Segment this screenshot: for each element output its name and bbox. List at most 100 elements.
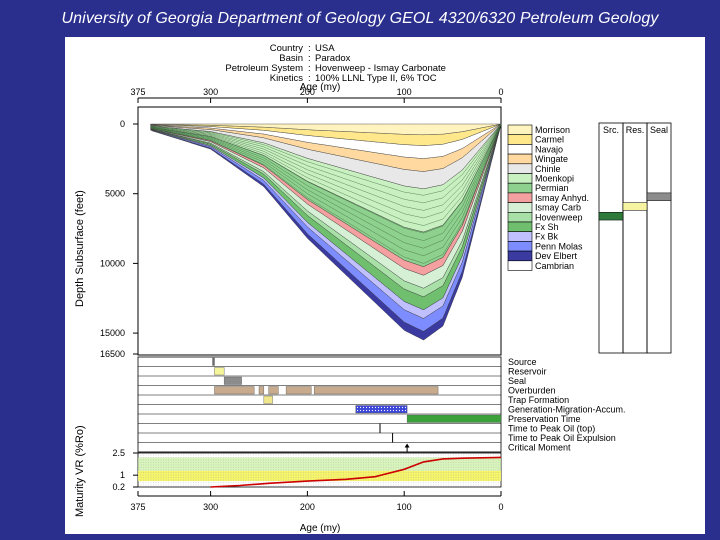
burial-layer-line <box>150 123 502 234</box>
event-label: Seal <box>508 376 526 386</box>
top-age-tick-label: 300 <box>203 87 218 97</box>
legend-label: Navajo <box>535 144 563 154</box>
burial-history-figure: Country: USA Basin: Paradox Petroleum System… <box>74 43 672 534</box>
event-bar <box>258 386 265 395</box>
legend-swatch <box>507 260 533 271</box>
event-bar <box>263 395 273 404</box>
depth-tick-label: 5000 <box>105 189 125 199</box>
event-bar <box>406 414 502 423</box>
legend-swatch <box>507 124 533 135</box>
event-bar <box>355 405 408 414</box>
header-colon: : <box>308 43 311 54</box>
legend-label: Permian <box>535 183 569 193</box>
maturity-axis-title: Maturity VR (%Ro) <box>74 425 86 517</box>
burial-layer <box>150 123 502 135</box>
legend-swatch <box>507 163 533 174</box>
legend-label: Wingate <box>535 154 568 164</box>
burial-layer-line <box>150 123 502 196</box>
legend-label: Hovenweep <box>535 212 583 222</box>
event-bar <box>223 376 242 385</box>
legend-swatch <box>507 153 533 165</box>
legend-label: Carmel <box>535 135 564 145</box>
legend-label: Morrison <box>535 125 570 135</box>
event-label: Preservation Time <box>508 414 581 424</box>
legend-label: Fx Sh <box>535 222 559 232</box>
burial-layer-line <box>150 123 502 264</box>
legend-swatch <box>507 221 533 232</box>
top-age-tick-label: 100 <box>397 87 412 97</box>
bottom-age-axis-title: Age (my) <box>300 523 341 534</box>
header-block: Country: USA Basin: Paradox Petroleum System… <box>225 43 446 84</box>
bottom-age-tick-label: 0 <box>498 502 503 512</box>
legend-swatch <box>507 212 533 223</box>
legend-label: Moenkopi <box>535 174 574 184</box>
element-column <box>622 122 648 354</box>
legend-swatch <box>507 173 533 184</box>
legend-swatch <box>507 134 533 145</box>
burial-layer-line <box>150 123 502 257</box>
header-label: Country <box>270 43 304 54</box>
legend-swatch <box>507 241 533 252</box>
legend-label: Cambrian <box>535 261 574 271</box>
bottom-age-tick-label: 300 <box>203 502 218 512</box>
event-label: Trap Formation <box>508 395 569 405</box>
event-label: Critical Moment <box>508 443 571 453</box>
top-age-tick-label: 0 <box>498 87 503 97</box>
header-colon: : <box>308 53 311 64</box>
legend-swatch <box>507 144 533 155</box>
legend-label: Dev Elbert <box>535 251 578 261</box>
depth-tick-label: 10000 <box>100 258 125 268</box>
header-value: Paradox <box>315 53 351 64</box>
top-age-axis-title: Age (my) <box>300 82 341 93</box>
event-label: Reservoir <box>508 367 547 377</box>
element-column <box>646 122 672 354</box>
event-bar <box>268 386 279 395</box>
legend-label: Penn Molas <box>535 241 583 251</box>
critical-moment-arrow <box>404 443 410 448</box>
header-value: 100% LLNL Type II, 6% TOC <box>315 73 437 84</box>
event-bar <box>212 357 215 366</box>
header-value: Hovenweep - Ismay Carbonate <box>315 63 446 74</box>
element-mark <box>646 192 672 201</box>
legend-swatch <box>507 182 533 194</box>
legend-label: Fx Bk <box>535 232 559 242</box>
vr-tick-label: 1 <box>120 470 125 480</box>
vr-series-line <box>210 456 502 488</box>
element-mark <box>598 212 624 221</box>
burial-layer-line <box>150 123 502 204</box>
event-label: Time to Peak Oil Expulsion <box>508 433 616 443</box>
vr-tick-label: 2.5 <box>112 448 125 458</box>
burial-layer-line <box>150 123 502 241</box>
event-bar <box>214 367 225 376</box>
burial-layer-line <box>150 123 502 226</box>
depth-tick-label: 15000 <box>100 328 125 338</box>
chart-panel: Country: USA Basin: Paradox Petroleum System… <box>65 37 705 534</box>
burial-layer-line <box>150 123 502 219</box>
header-label: Basin <box>279 53 303 64</box>
header-colon: : <box>308 63 311 74</box>
bottom-age-tick-label: 200 <box>300 502 315 512</box>
legend-label: Ismay Carb <box>535 203 581 213</box>
maturity-plot: 2.5 1 0.2 375 300 200 100 0 <box>112 448 503 512</box>
stratigraphy-legend: MorrisonCarmelNavajoWingateChinleMoenkop… <box>507 122 672 354</box>
event-label: Source <box>508 357 537 367</box>
vr-tick-label: 0.2 <box>112 482 125 492</box>
legend-label: Ismay Anhyd. <box>535 193 589 203</box>
event-label: Overburden <box>508 386 556 396</box>
element-column-header: Res. <box>626 125 645 135</box>
slide-title: University of Georgia Department of Geol… <box>61 10 659 27</box>
legend-swatch <box>507 231 533 242</box>
event-label: Generation-Migration-Accum. <box>508 405 626 415</box>
header-label: Kinetics <box>270 73 304 84</box>
bottom-age-tick-label: 100 <box>397 502 412 512</box>
bottom-age-tick-label: 375 <box>130 502 145 512</box>
legend-swatch <box>507 250 533 262</box>
legend-swatch <box>507 192 533 203</box>
event-bar <box>214 386 255 395</box>
event-bar <box>313 386 439 395</box>
element-mark <box>622 202 648 211</box>
header-label: Petroleum System <box>225 63 303 74</box>
legend-label: Chinle <box>535 164 561 174</box>
